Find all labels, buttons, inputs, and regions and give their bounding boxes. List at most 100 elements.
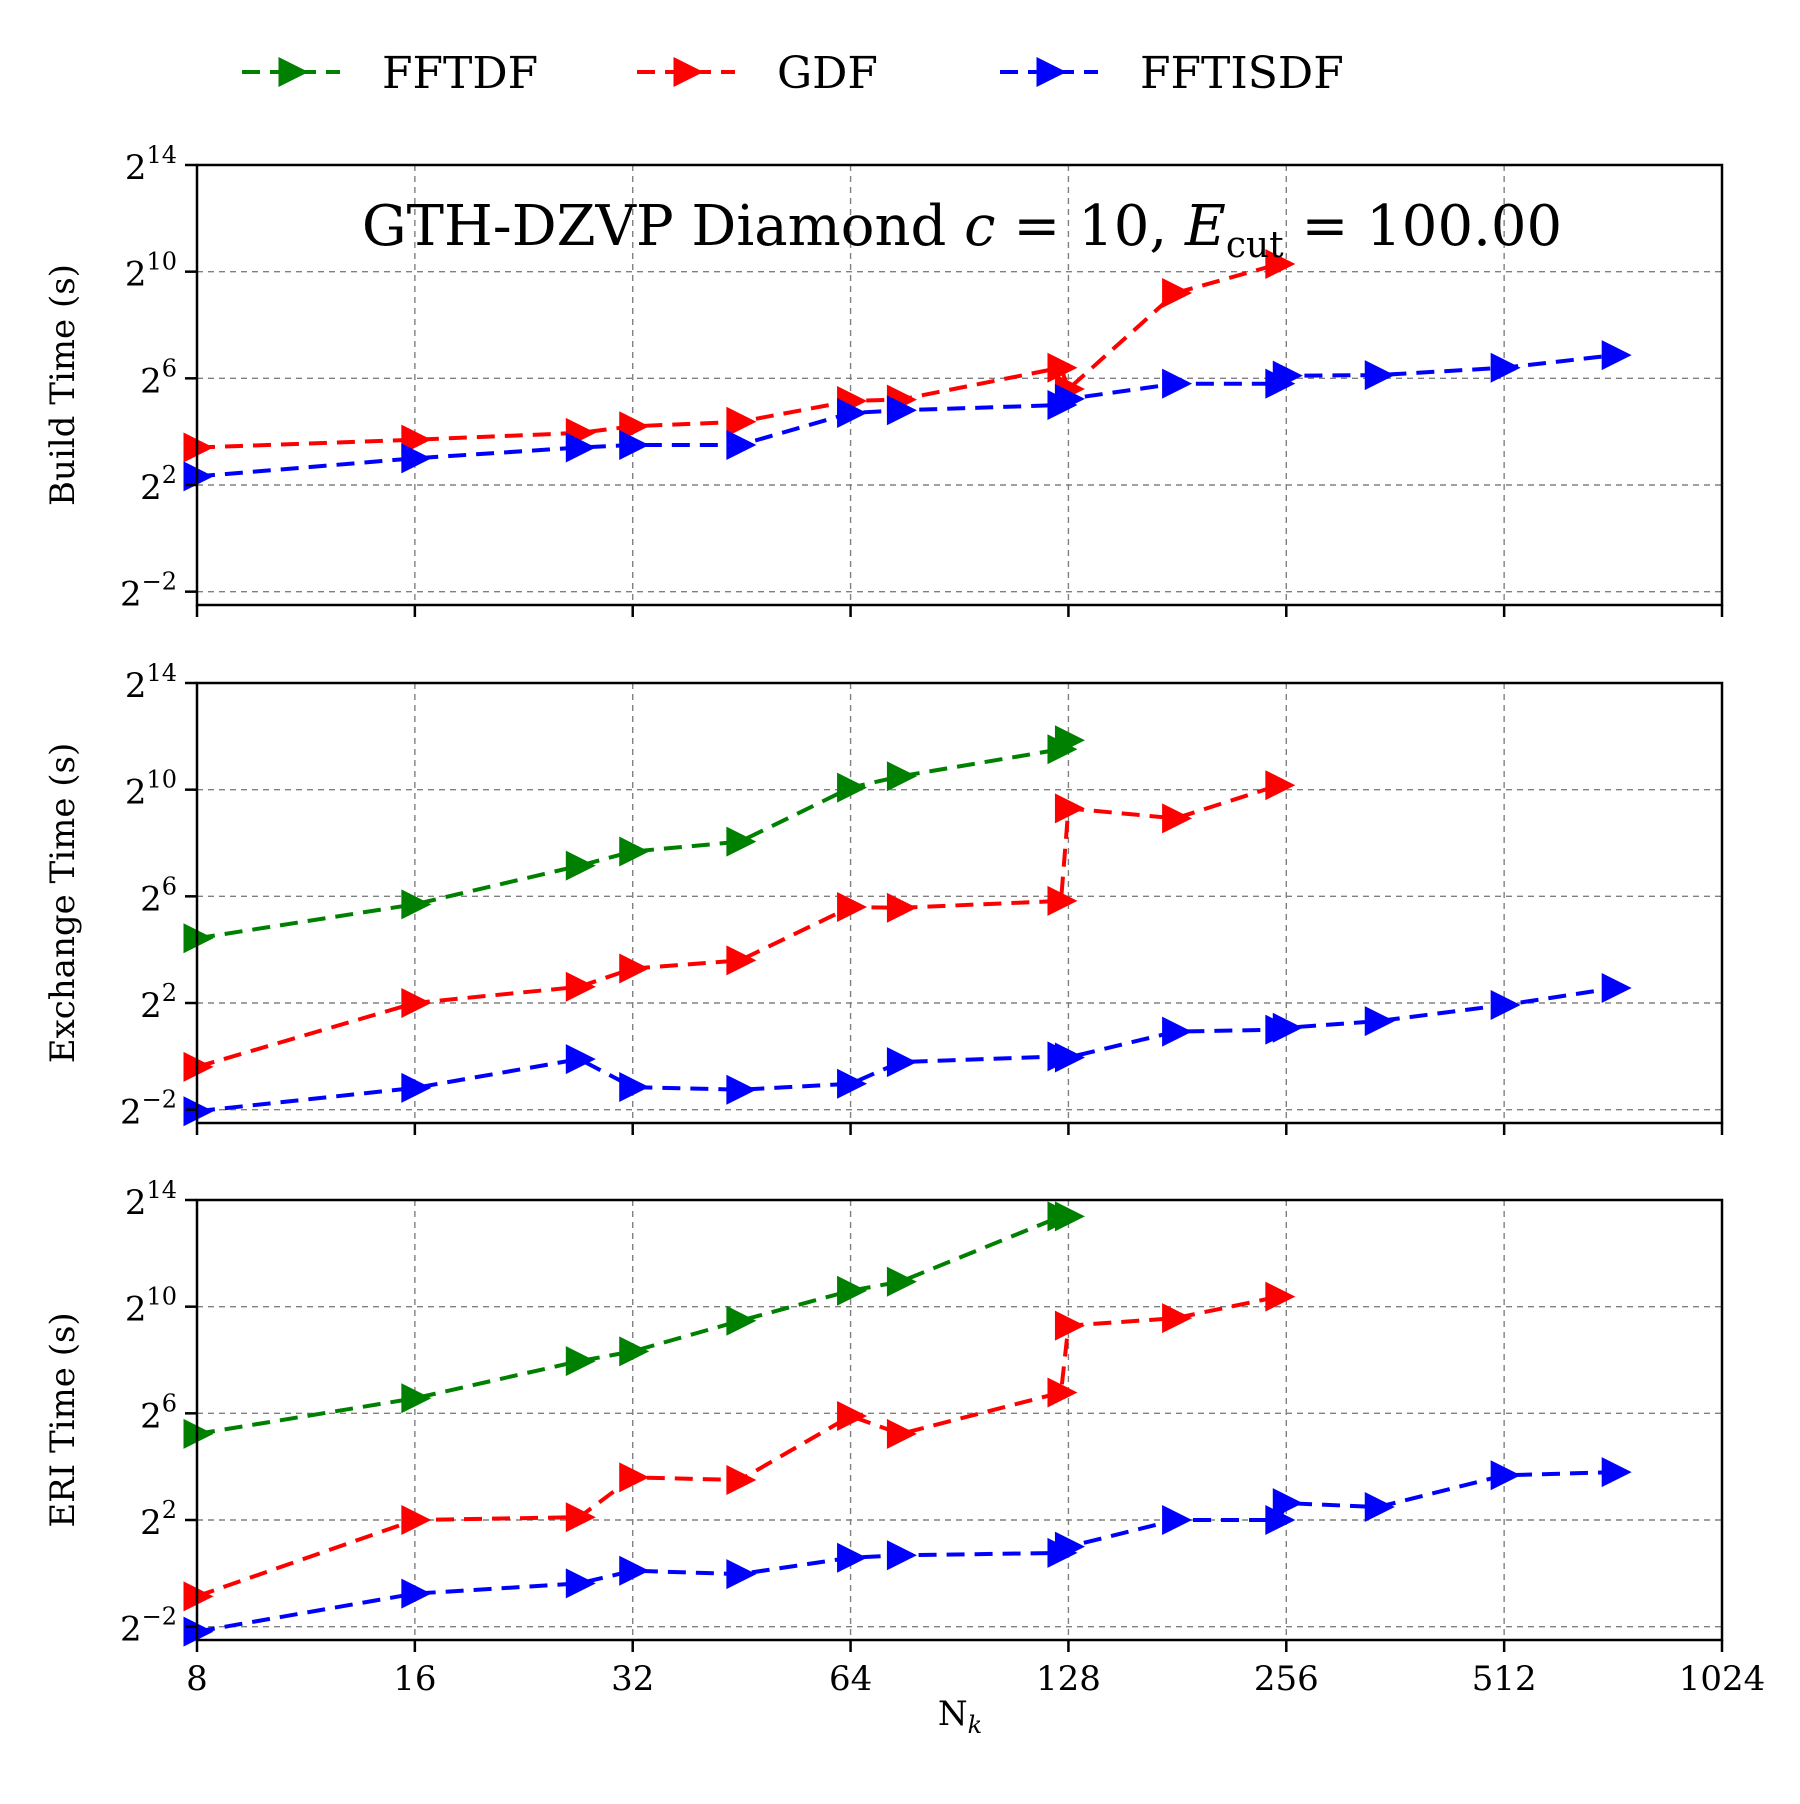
legend: FFTDF GDF FFTISDF xyxy=(242,48,1344,99)
x-tick-label: 64 xyxy=(829,1659,872,1699)
x-axis-title: Nk xyxy=(938,1694,982,1739)
y-axis-title: Exchange Time (s) xyxy=(43,743,83,1064)
y-tick-exponent: 6 xyxy=(162,872,177,900)
data-point-fftdf xyxy=(401,1383,432,1414)
data-point-fftdf xyxy=(619,836,650,867)
title-main: GTH-DZVP Diamond xyxy=(362,194,964,259)
y-tick-exponent: 10 xyxy=(146,1283,177,1311)
y-tick-exponent: −2 xyxy=(142,1086,177,1114)
data-point-gdf xyxy=(837,1401,868,1432)
data-point-fftisdf xyxy=(1490,1460,1521,1491)
y-tick-base: 2 xyxy=(140,986,162,1026)
data-point-gdf xyxy=(183,432,214,463)
data-point-gdf xyxy=(401,1505,432,1535)
data-point-fftisdf xyxy=(565,432,596,463)
data-point-gdf xyxy=(619,1462,650,1493)
data-point-fftisdf xyxy=(1054,1531,1085,1562)
data-point-fftisdf xyxy=(1364,1492,1395,1523)
data-point-fftisdf xyxy=(1054,383,1085,414)
y-axis-title: ERI Time (s) xyxy=(43,1312,83,1527)
y-tick-exponent: 10 xyxy=(146,766,177,794)
data-point-fftisdf xyxy=(1272,1012,1303,1043)
x-tick-label: 1024 xyxy=(1679,1659,1766,1699)
data-point-fftisdf xyxy=(1364,360,1395,391)
y-tick-label: 26 xyxy=(140,872,177,919)
data-point-fftdf xyxy=(183,923,214,954)
x-axis-title-main: N xyxy=(938,1694,968,1734)
y-tick-base: 2 xyxy=(140,468,162,508)
data-point-fftisdf xyxy=(1490,352,1521,383)
grid xyxy=(197,1199,1722,1640)
data-point-fftdf xyxy=(886,1266,917,1297)
series-fftdf xyxy=(183,1201,1085,1449)
title-c-value: = 10, xyxy=(996,194,1185,259)
data-point-gdf xyxy=(726,1465,757,1496)
series-gdf xyxy=(183,770,1296,1082)
data-point-fftdf xyxy=(837,1275,868,1306)
chart-title: GTH-DZVP Diamond c = 10, Ecut = 100.00 xyxy=(362,194,1562,266)
series-fftisdf xyxy=(183,1457,1632,1647)
y-tick-exponent: −2 xyxy=(142,568,177,596)
y-tick-label: 2−2 xyxy=(120,568,177,615)
y-tick-label: 22 xyxy=(140,461,177,508)
series-gdf xyxy=(183,1281,1296,1612)
data-point-fftisdf xyxy=(565,1568,596,1599)
data-point-fftisdf xyxy=(886,395,917,426)
y-tick-exponent: 14 xyxy=(146,659,177,687)
data-point-fftisdf xyxy=(1162,1016,1193,1047)
data-point-fftisdf xyxy=(565,1044,596,1075)
data-point-fftisdf xyxy=(183,1616,214,1647)
data-point-fftisdf xyxy=(1364,1006,1395,1037)
y-tick-label: 214 xyxy=(125,659,177,706)
y-tick-base: 2 xyxy=(140,361,162,401)
y-tick-base: 2 xyxy=(125,1290,147,1330)
y-tick-exponent: 2 xyxy=(162,461,177,489)
legend-marker-gdf xyxy=(673,57,704,87)
y-tick-label: 2−2 xyxy=(120,1603,177,1650)
y-tick-base: 2 xyxy=(125,148,147,188)
x-tick-label: 512 xyxy=(1472,1659,1537,1699)
data-point-gdf xyxy=(1054,1310,1085,1341)
y-tick-base: 2 xyxy=(125,773,147,813)
data-point-gdf xyxy=(619,411,650,442)
series-line-gdf xyxy=(196,1294,1280,1599)
y-tick-label: 214 xyxy=(125,1176,177,1223)
series-gdf xyxy=(183,248,1296,463)
data-point-gdf xyxy=(886,892,917,923)
data-point-gdf xyxy=(1047,885,1078,916)
data-point-gdf xyxy=(401,988,432,1018)
data-point-fftdf xyxy=(565,1346,596,1377)
data-point-fftisdf xyxy=(726,1074,757,1105)
data-point-fftdf xyxy=(726,1305,757,1336)
y-tick-exponent: 6 xyxy=(162,1389,177,1417)
data-point-fftisdf xyxy=(1601,973,1632,1004)
x-tick-label: 128 xyxy=(1036,1659,1101,1699)
data-point-fftisdf xyxy=(1162,368,1193,399)
data-point-fftdf xyxy=(837,772,868,803)
title-var-e: E xyxy=(1184,194,1226,259)
data-point-fftisdf xyxy=(183,461,214,492)
y-tick-label: 26 xyxy=(140,354,177,401)
data-point-fftdf xyxy=(619,1336,650,1367)
data-point-fftisdf xyxy=(619,1555,650,1586)
title-e-value: = 100.00 xyxy=(1284,194,1562,259)
y-tick-base: 2 xyxy=(120,575,142,615)
legend-entry-fftdf: FFTDF xyxy=(242,48,538,99)
legend-marker-fftdf xyxy=(278,57,309,87)
y-tick-exponent: 14 xyxy=(146,1176,177,1204)
data-point-fftisdf xyxy=(726,430,757,461)
y-tick-label: 22 xyxy=(140,1496,177,1543)
data-point-fftdf xyxy=(183,1418,214,1449)
x-axis-title-group: Nk xyxy=(938,1694,982,1739)
data-point-fftisdf xyxy=(726,1559,757,1590)
y-tick-base: 2 xyxy=(120,1093,142,1133)
y-tick-base: 2 xyxy=(125,666,147,706)
data-point-fftisdf xyxy=(1601,1457,1632,1488)
data-point-fftisdf xyxy=(886,1540,917,1571)
legend-marker-fftisdf xyxy=(1036,57,1067,87)
data-point-fftisdf xyxy=(837,1542,868,1573)
y-tick-base: 2 xyxy=(125,255,147,295)
series-fftdf xyxy=(183,725,1085,954)
